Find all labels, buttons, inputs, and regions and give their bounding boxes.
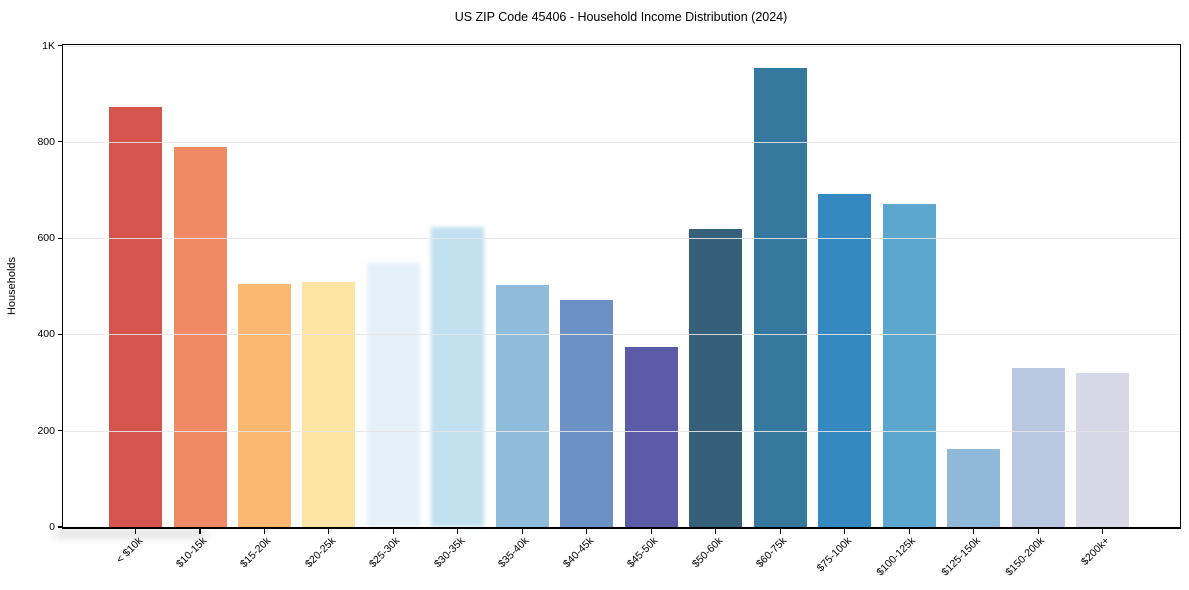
y-tick-label-0: 0	[49, 521, 55, 533]
x-tick-7	[586, 529, 588, 534]
bar--25-30k	[366, 263, 420, 527]
x-tick-label-5: $30-35k	[431, 534, 468, 571]
x-tick-15	[1102, 529, 1104, 534]
bar--10-15k	[173, 147, 227, 527]
bar--30-35k	[431, 227, 485, 527]
gridline-y-200	[63, 430, 1180, 432]
x-tick-label-7: $40-45k	[560, 534, 597, 571]
bar--150-200k	[1011, 367, 1065, 527]
x-tick-8	[650, 529, 652, 534]
y-tick-label-1000: 1K	[42, 39, 55, 52]
bar--20-25k	[302, 281, 356, 527]
x-tick-label-9: $50-60k	[689, 534, 725, 571]
x-tick-label-14: $150-200k	[1003, 534, 1048, 579]
x-tick-14	[1037, 529, 1039, 534]
x-tick-label-10: $60-75k	[754, 534, 790, 571]
y-tick-0	[57, 526, 62, 528]
x-tick-11	[844, 529, 846, 534]
x-tick-4	[392, 529, 394, 534]
x-tick-12	[908, 529, 910, 534]
y-tick-label-600: 600	[37, 232, 55, 245]
x-tick-1	[199, 529, 201, 534]
x-tick-label-4: $25-30k	[367, 534, 403, 571]
y-tick-800	[57, 141, 62, 143]
chart-title: US ZIP Code 45406 - Household Income Dis…	[454, 10, 788, 24]
x-tick-label-12: $100-125k	[874, 534, 919, 579]
bar--15-20k	[237, 283, 291, 527]
x-tick-label-0: < $10k	[113, 534, 145, 566]
bar--45-50k	[624, 346, 678, 527]
x-tick-label-6: $35-40k	[496, 534, 532, 571]
x-tick-5	[457, 529, 459, 534]
bar--200k+	[1076, 372, 1129, 527]
y-tick-label-200: 200	[37, 424, 55, 437]
y-tick-1000	[57, 44, 62, 47]
gridline-y-600	[63, 238, 1180, 240]
x-tick-6	[521, 529, 523, 534]
bar--75-100k	[818, 193, 872, 527]
bar--10k	[109, 107, 162, 527]
y-tick-200	[57, 430, 62, 432]
gridline-y-400	[63, 334, 1180, 336]
x-tick-9	[715, 529, 717, 534]
x-tick-label-3: $20-25k	[302, 534, 339, 571]
bar--40-45k	[560, 300, 614, 527]
y-tick-label-400: 400	[37, 328, 55, 341]
gridline-y-800	[63, 141, 1180, 143]
bar--35-40k	[495, 285, 549, 527]
bar--60-75k	[753, 67, 807, 527]
bar--125-150k	[947, 449, 1001, 527]
y-tick-600	[57, 237, 62, 239]
x-tick-3	[328, 529, 330, 534]
x-tick-13	[973, 529, 975, 534]
y-tick-400	[57, 333, 62, 335]
blur-artifact	[55, 530, 207, 538]
bar--100-125k	[882, 203, 936, 527]
x-tick-label-11: $75-100k	[814, 534, 854, 575]
y-tick-label-800: 800	[37, 135, 55, 148]
gridline-y-1000	[63, 45, 1180, 47]
x-tick-label-8: $45-50k	[625, 534, 661, 571]
x-tick-10	[779, 529, 781, 534]
x-tick-label-1: $10-15k	[173, 534, 210, 571]
x-tick-label-15: $200k+	[1078, 534, 1112, 568]
y-axis-label: Households	[6, 256, 18, 316]
x-tick-0	[134, 529, 137, 534]
bar--50-60k	[689, 228, 743, 527]
x-tick-label-13: $125-150k	[939, 534, 983, 579]
x-tick-2	[263, 529, 265, 534]
x-tick-label-2: $15-20k	[238, 534, 274, 571]
